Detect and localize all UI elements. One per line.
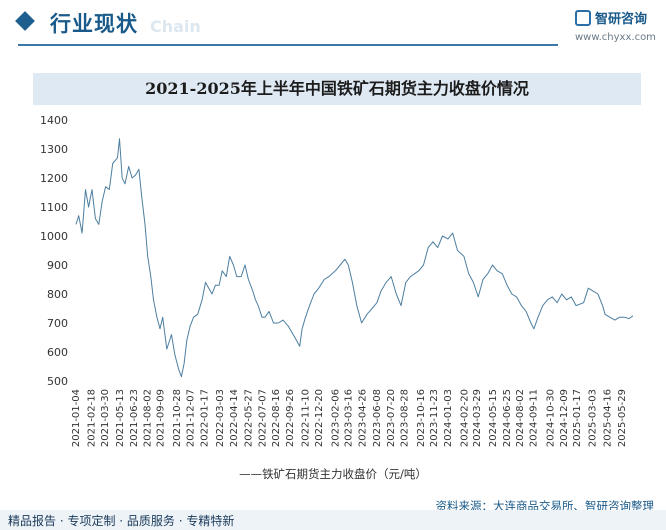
- x-tick-label: 2024-08-02: [515, 389, 526, 447]
- x-tick-label: 2023-11-23: [429, 389, 440, 447]
- y-tick-label: 1100: [40, 201, 68, 214]
- x-tick-label: 2021-10-28: [172, 389, 183, 447]
- x-tick-label: 2024-01-03: [443, 389, 454, 447]
- x-tick-label: 2023-10-16: [416, 389, 427, 447]
- y-tick-label: 600: [47, 346, 68, 359]
- x-tick-label: 2021-09-09: [155, 389, 166, 447]
- x-tick-label: 2022-04-14: [229, 389, 240, 447]
- y-tick-label: 1200: [40, 172, 68, 185]
- x-tick-label: 2023-07-20: [386, 389, 397, 447]
- x-tick-label: 2024-09-11: [529, 389, 540, 447]
- source-note: 资料来源：大连商品交易所、智研咨询整理: [435, 499, 655, 513]
- chart-title-band: 2021-2025年上半年中国铁矿石期货主力收盘价情况: [33, 73, 641, 105]
- x-tick-label: 2024-03-29: [472, 389, 483, 447]
- x-tick-label: 2025-01-17: [572, 389, 583, 447]
- x-tick-label: 2021-01-04: [71, 389, 82, 447]
- x-tick-label: 2022-01-17: [200, 389, 211, 447]
- x-tick-label: 2022-11-10: [300, 389, 311, 447]
- x-tick-label: 2024-02-20: [459, 389, 470, 447]
- x-tick-label: 2021-06-23: [129, 389, 140, 447]
- price-series-line: [75, 138, 634, 378]
- x-tick-label: 2025-04-16: [602, 389, 613, 447]
- section-subtitle: Chain: [150, 17, 201, 36]
- chart-title: 2021-2025年上半年中国铁矿石期货主力收盘价情况: [145, 79, 529, 98]
- footer-band: 精品报告 · 专项定制 · 品质服务 · 专精特新: [0, 510, 666, 530]
- section-title: 行业现状: [50, 12, 138, 36]
- y-tick-label: 1400: [40, 114, 68, 127]
- footer-text: 精品报告 · 专项定制 · 品质服务 · 专精特新: [8, 514, 235, 528]
- y-tick-label: 1300: [40, 143, 68, 156]
- header-divider: [18, 44, 558, 46]
- x-tick-label: 2021-02-18: [86, 389, 97, 447]
- x-tick-label: 2023-08-28: [399, 389, 410, 447]
- x-tick-label: 2022-05-27: [244, 389, 255, 447]
- x-tick-label: 2023-04-26: [357, 389, 368, 447]
- x-tick-label: 2023-03-16: [343, 389, 354, 447]
- x-tick-label: 2022-07-07: [258, 389, 269, 447]
- x-tick-label: 2024-12-09: [559, 389, 570, 447]
- brand-logo: 智研咨询 www.chyxx.com: [575, 8, 656, 48]
- x-tick-label: 2024-10-30: [545, 389, 556, 447]
- x-tick-label: 2025-05-29: [617, 389, 628, 447]
- logo-name: 智研咨询: [595, 12, 648, 27]
- x-tick-label: 2021-05-13: [115, 389, 126, 447]
- x-tick-label: 2025-03-03: [587, 389, 598, 447]
- x-tick-label: 2022-08-16: [271, 389, 282, 447]
- logo-icon: [575, 10, 591, 26]
- x-tick-label: 2023-02-06: [330, 389, 341, 447]
- x-tick-label: 2022-12-20: [314, 389, 325, 447]
- y-tick-label: 900: [47, 259, 68, 272]
- y-tick-label: 700: [47, 317, 68, 330]
- y-tick-label: 500: [47, 375, 68, 388]
- x-tick-label: 2021-03-30: [100, 389, 111, 447]
- legend-label: ——铁矿石期货主力收盘价（元/吨）: [239, 467, 427, 481]
- y-tick-label: 800: [47, 288, 68, 301]
- x-tick-label: 2024-05-15: [488, 389, 499, 447]
- x-tick-label: 2022-03-03: [215, 389, 226, 447]
- logo-url: www.chyxx.com: [575, 32, 656, 43]
- y-tick-label: 1000: [40, 230, 68, 243]
- x-tick-label: 2022-09-26: [285, 389, 296, 447]
- section-header: 行业现状 Chain 智研咨询 www.chyxx.com: [0, 0, 666, 52]
- x-tick-label: 2023-06-08: [372, 389, 383, 447]
- x-tick-label: 2021-08-02: [142, 389, 153, 447]
- x-tick-label: 2024-06-25: [502, 389, 513, 447]
- x-tick-label: 2021-12-07: [186, 389, 197, 447]
